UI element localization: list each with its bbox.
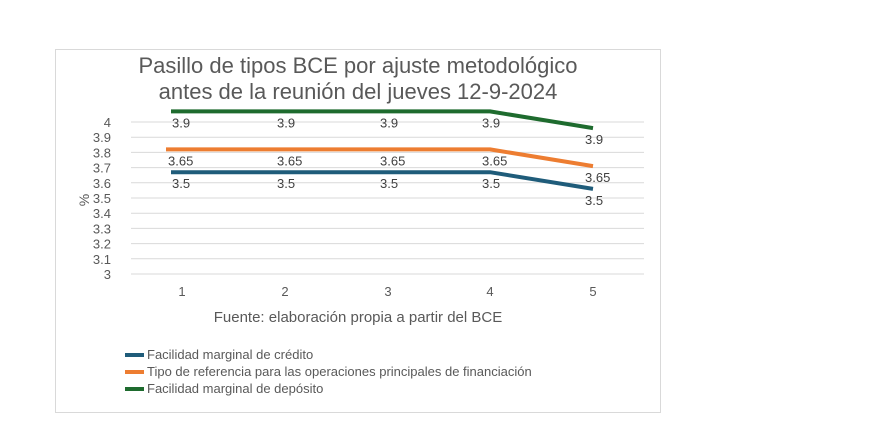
y-axis-label: %	[76, 194, 92, 206]
y-tick-label: 3.4	[93, 206, 111, 221]
legend-swatch	[125, 386, 144, 391]
y-tick-label: 3.2	[93, 237, 111, 252]
series-line	[171, 109, 594, 131]
legend-swatch	[125, 352, 144, 357]
data-label: 3.65	[168, 153, 193, 168]
chart-title: Pasillo de tipos BCE por ajuste metodoló…	[56, 53, 660, 105]
x-axis-label: Fuente: elaboración propia a partir del …	[213, 309, 503, 326]
y-tick-label: 4	[104, 115, 111, 130]
legend-label: Facilidad marginal de depósito	[147, 381, 324, 396]
chart-title-line-1: Pasillo de tipos BCE por ajuste metodoló…	[138, 53, 578, 78]
data-label: 3.5	[482, 176, 500, 191]
chart-container: Pasillo de tipos BCE por ajuste metodoló…	[55, 49, 661, 413]
data-label: 3.5	[380, 176, 398, 191]
y-tick-label: 3.7	[93, 161, 111, 176]
series-line	[166, 147, 594, 169]
y-tick-label: 3	[104, 267, 111, 282]
legend-item: Facilidad marginal de depósito	[125, 380, 532, 397]
x-tick-label: 1	[178, 284, 185, 299]
data-label: 3.65	[585, 170, 610, 185]
series-line	[171, 170, 594, 191]
y-tick-label: 3.1	[93, 252, 111, 267]
plot-area: 43.93.83.73.63.53.43.33.23.13%1 2 3 4 53.5 3.…	[76, 109, 644, 299]
legend-label: Tipo de referencia para las operaciones …	[147, 364, 532, 379]
data-label: 3.65	[482, 153, 507, 168]
y-tick-label: 3.8	[93, 145, 111, 160]
data-label: 3.9	[277, 115, 295, 130]
x-tick-label: 3	[384, 284, 391, 299]
data-label: 3.5	[172, 176, 190, 191]
x-tick-label: 2	[281, 284, 288, 299]
data-label: 3.9	[482, 115, 500, 130]
y-tick-label: 3.5	[93, 191, 111, 206]
y-tick-label: 3.9	[93, 130, 111, 145]
legend-label: Facilidad marginal de crédito	[147, 347, 314, 362]
y-tick-label: 3.6	[93, 176, 111, 191]
x-tick-label: 4	[486, 284, 493, 299]
x-tick-label: 5	[589, 284, 596, 299]
legend: Facilidad marginal de crédito Tipo de ref…	[125, 346, 532, 397]
data-label: 3.5	[277, 176, 295, 191]
data-label: 3.65	[380, 153, 405, 168]
chart-title-line-2: antes de la reunión del jueves 12-9-2024	[158, 79, 558, 104]
legend-item: Facilidad marginal de crédito	[125, 346, 532, 363]
legend-swatch	[125, 369, 144, 374]
data-label: 3.9	[172, 115, 190, 130]
y-tick-label: 3.3	[93, 221, 111, 236]
data-label: 3.5	[585, 193, 603, 208]
data-label: 3.9	[380, 115, 398, 130]
data-label: 3.9	[585, 132, 603, 147]
data-label: 3.65	[277, 153, 302, 168]
legend-item: Tipo de referencia para las operaciones …	[125, 363, 532, 380]
